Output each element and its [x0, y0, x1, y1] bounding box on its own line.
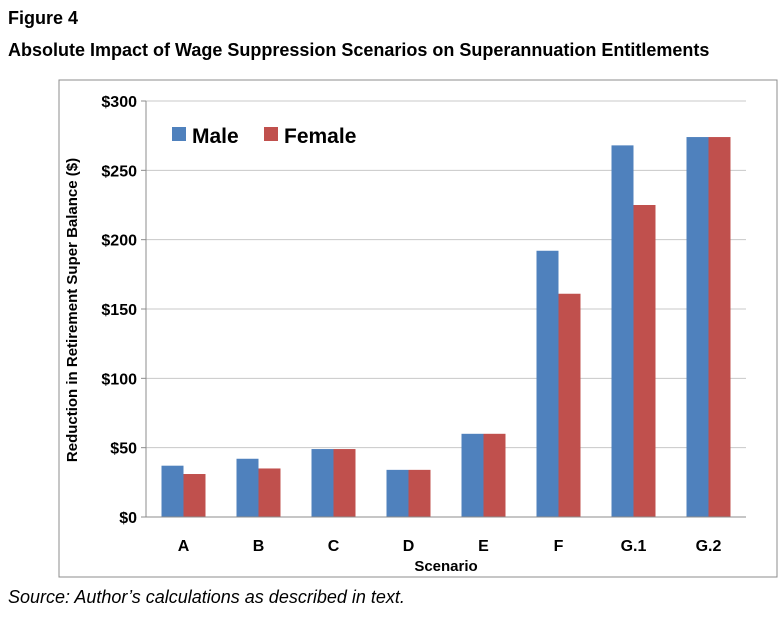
bar-male-e	[461, 433, 484, 517]
legend-label-female: Female	[284, 125, 356, 148]
grid-lines	[146, 100, 746, 449]
bar-male-a	[161, 465, 184, 517]
x-tick-label: A	[178, 538, 190, 555]
bar-female-g-1	[633, 205, 656, 517]
y-tick-label: $100	[101, 371, 137, 388]
x-tick-label: B	[253, 538, 265, 555]
bar-male-c	[311, 449, 334, 517]
y-tick-label: $250	[101, 163, 137, 180]
x-tick-label: E	[478, 538, 489, 555]
bar-female-d	[408, 469, 431, 517]
bar-female-g-2	[708, 137, 731, 517]
y-tick-labels: $0 $50 $100 $150 $200 $250 $300	[101, 94, 137, 527]
y-tick-label: $150	[101, 302, 137, 319]
x-tick-label: G.1	[621, 538, 647, 555]
y-axis-title: Reduction in Retirement Super Balance ($…	[64, 158, 81, 462]
bar-female-e	[483, 433, 506, 517]
y-tick-label: $300	[101, 94, 137, 111]
bar-male-g-1	[611, 145, 634, 517]
bar-female-f	[558, 293, 581, 517]
x-tick-label: G.2	[696, 538, 722, 555]
bar-female-b	[258, 468, 281, 517]
figure-source: Source: Author’s calculations as describ…	[8, 587, 405, 607]
bar-male-f	[536, 250, 559, 517]
bar-male-d	[386, 469, 409, 517]
legend-swatch-female	[264, 127, 278, 141]
x-tick-labels: A B C D E F G.1 G.2	[178, 538, 722, 555]
bar-male-b	[236, 458, 259, 517]
legend-label-male: Male	[192, 125, 239, 148]
x-tick-label: C	[328, 538, 340, 555]
bar-male-g-2	[686, 137, 709, 517]
x-axis-title: Scenario	[414, 558, 477, 575]
x-tick-label: F	[554, 538, 564, 555]
bar-female-c	[333, 449, 356, 517]
bar-female-a	[183, 474, 206, 517]
y-tick-label: $0	[119, 510, 137, 527]
legend-swatch-male	[172, 127, 186, 141]
axes	[141, 100, 746, 518]
y-tick-label: $200	[101, 233, 137, 250]
y-tick-label: $50	[110, 441, 137, 458]
legend: Male Female	[172, 125, 356, 148]
x-tick-label: D	[403, 538, 415, 555]
figure-title: Absolute Impact of Wage Suppression Scen…	[8, 40, 710, 60]
figure-label: Figure 4	[8, 8, 79, 28]
chart-frame	[58, 79, 778, 578]
bars	[161, 137, 731, 517]
